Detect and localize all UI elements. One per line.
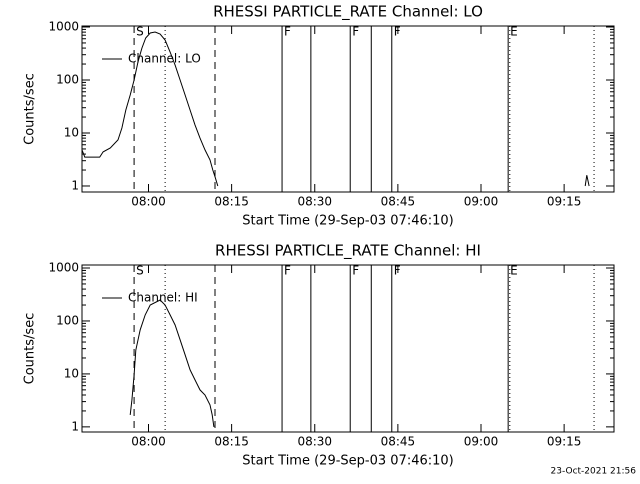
x-tick-label: 09:00 [464,195,499,209]
flag-label: F [394,264,401,278]
legend-label: Channel: LO [128,52,201,66]
plot-frame [81,25,615,193]
y-tick-label: 100 [56,72,79,86]
flag-label: F [394,25,401,39]
x-tick-label: 08:00 [131,435,166,449]
footer: 23-Oct-2021 21:56 [551,467,637,477]
y-tick-label: 1000 [48,261,79,275]
chart-title: RHESSI PARTICLE_RATE Channel: HI [215,242,481,261]
x-tick-label: 08:30 [297,435,332,449]
x-tick-label: 08:15 [214,435,249,449]
flag-label: E [510,25,518,39]
legend-label: Channel: HI [128,291,198,305]
y-tick-label: 10 [64,125,79,139]
x-tick-label: 08:45 [381,195,416,209]
x-tick-label: 09:15 [547,195,582,209]
y-tick-label: 10 [64,366,79,380]
series-line [129,299,215,427]
y-tick-label: 100 [56,313,79,327]
x-tick-label: 08:30 [297,195,332,209]
x-tick-label: 08:45 [381,435,416,449]
y-axis-label: Counts/sec [23,73,38,145]
chart-title: RHESSI PARTICLE_RATE Channel: LO [213,3,483,22]
flag-label: F [284,264,291,278]
flag-label: F [352,264,359,278]
flag-label: E [510,264,518,278]
flag-label: S [136,264,144,278]
y-tick-label: 1 [71,419,79,433]
flag-label: F [284,25,291,39]
flag-label: F [352,25,359,39]
x-tick-label: 08:00 [131,195,166,209]
x-axis-label: Start Time (29-Sep-03 07:46:10) [242,454,453,469]
flag-label: S [136,25,144,39]
x-tick-label: 09:00 [464,435,499,449]
x-tick-label: 09:15 [547,435,582,449]
y-tick-label: 1000 [48,19,79,33]
series-line [82,31,590,187]
x-axis-label: Start Time (29-Sep-03 07:46:10) [242,214,453,229]
y-axis-label: Counts/sec [23,313,38,385]
x-tick-label: 08:15 [214,195,249,209]
y-tick-label: 1 [71,178,79,192]
